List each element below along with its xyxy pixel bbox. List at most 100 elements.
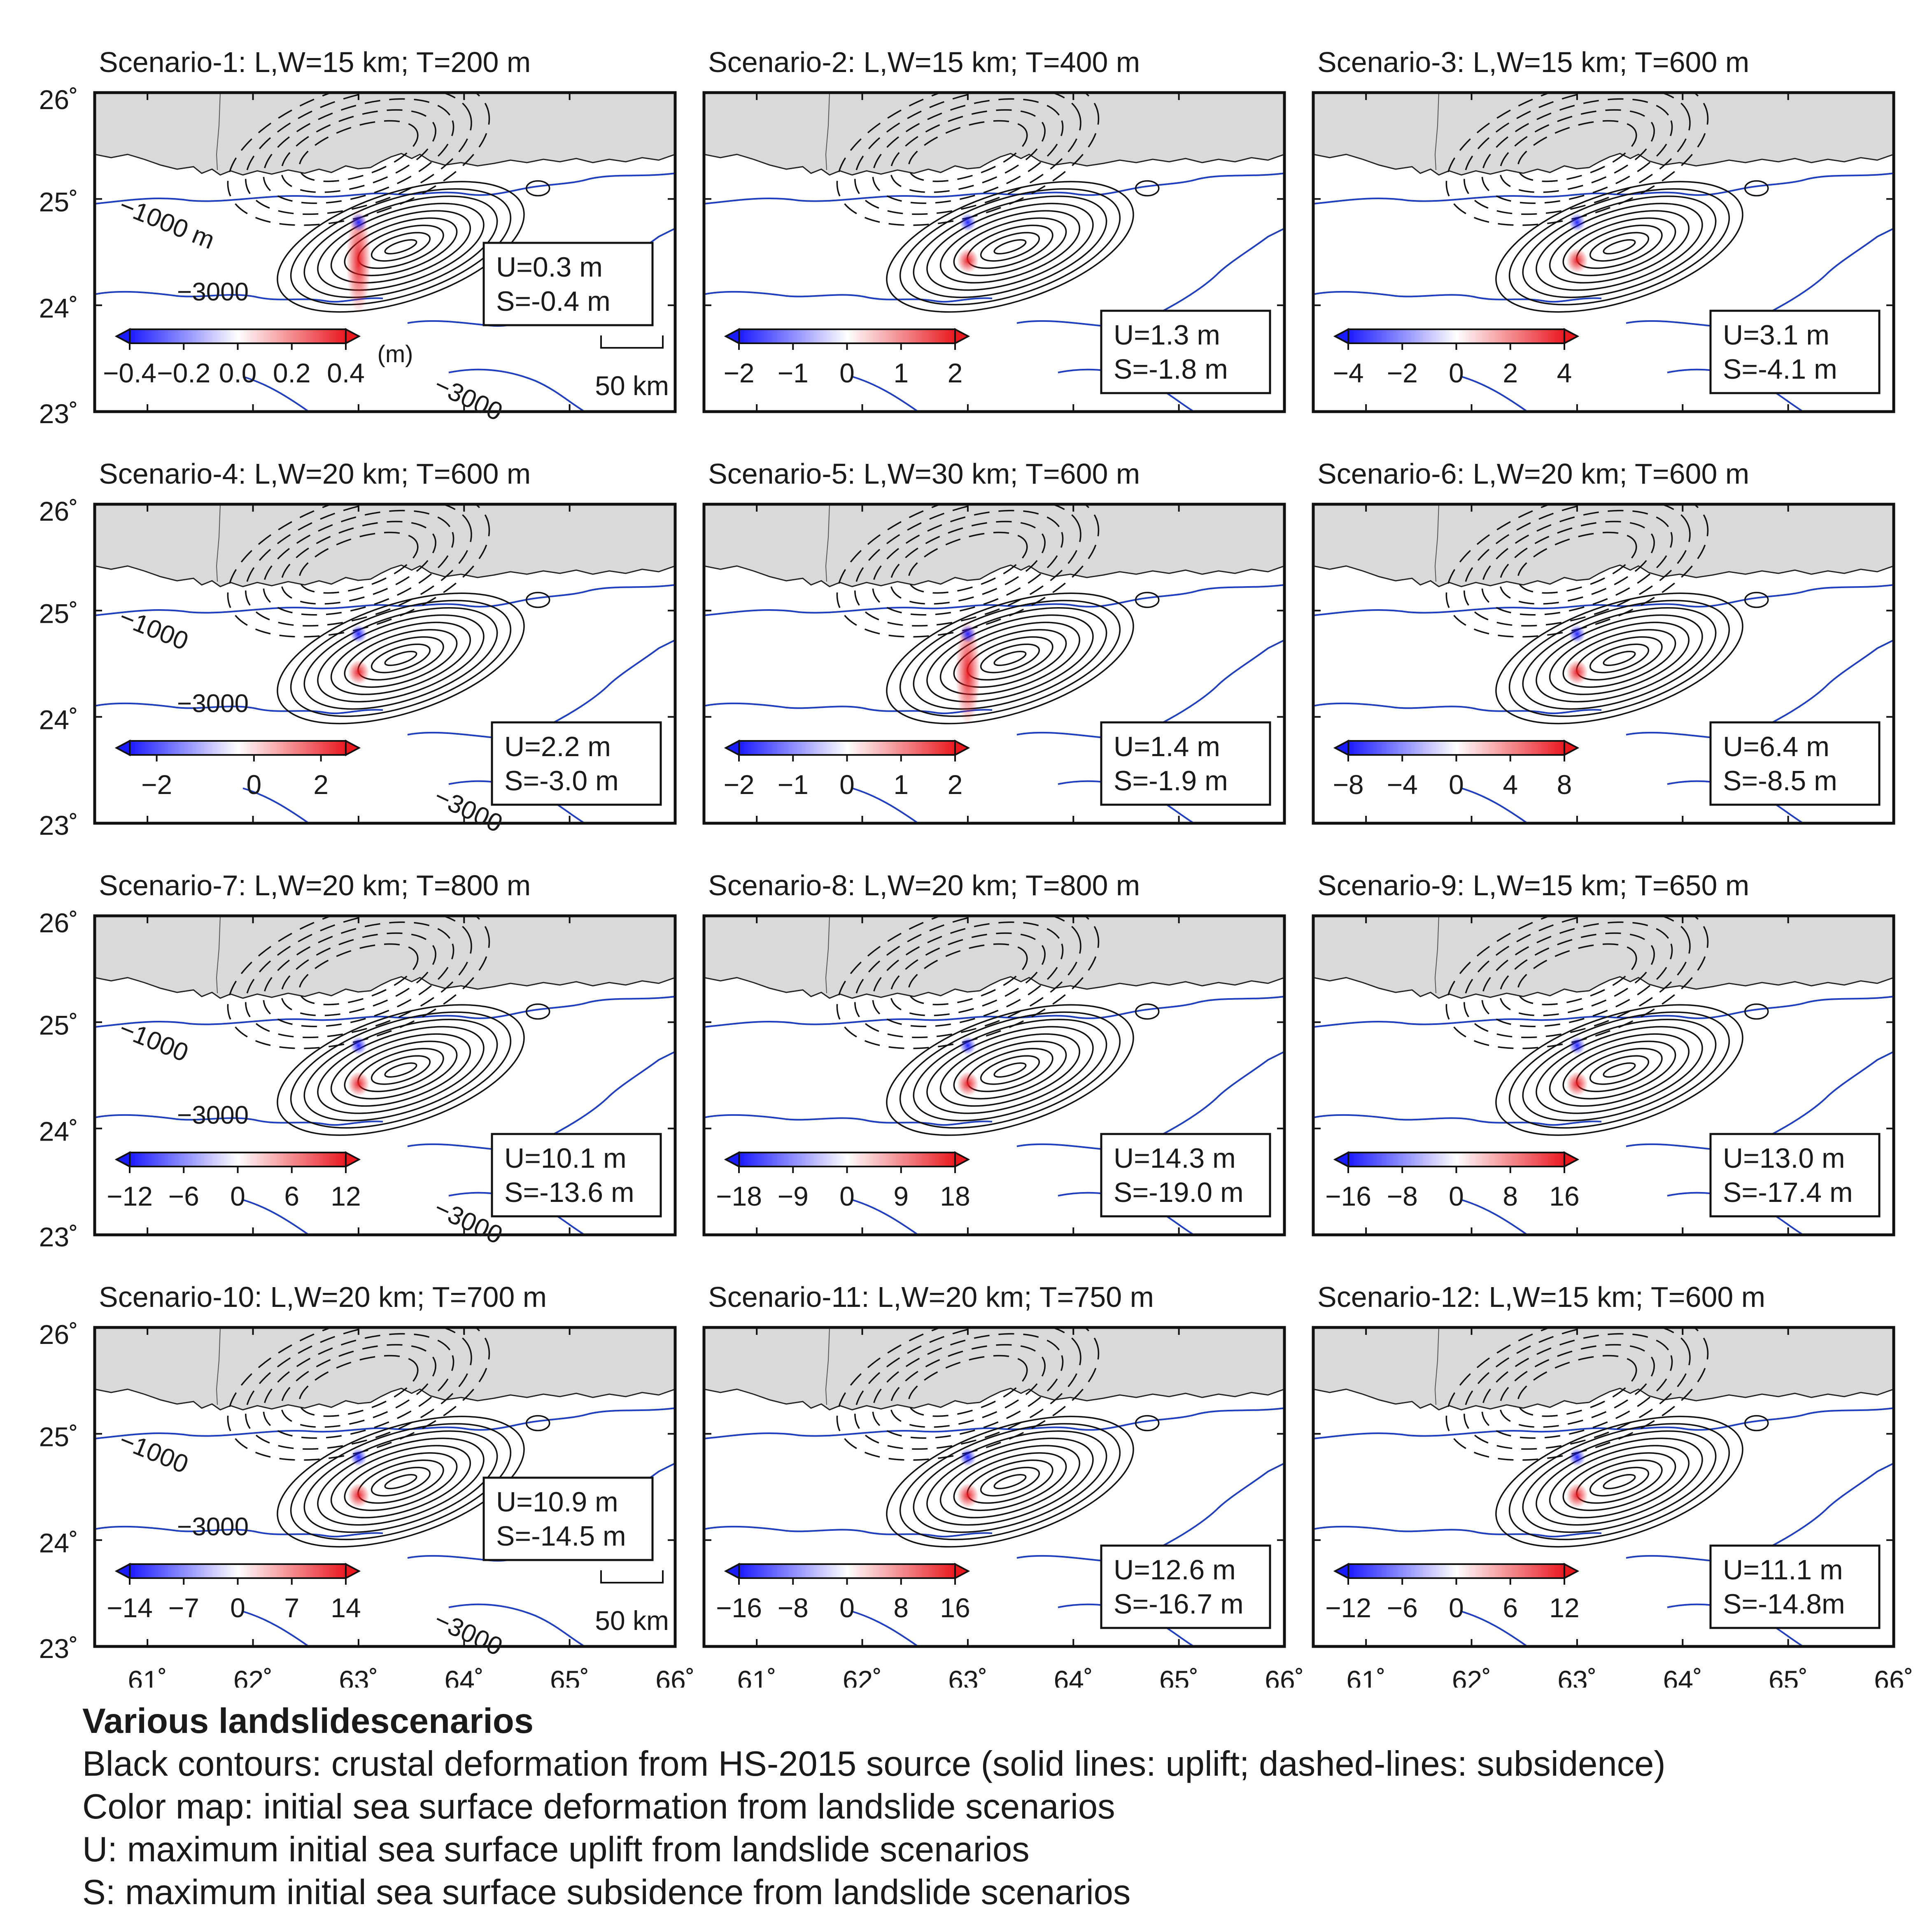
panel-title: Scenario-8: L,W=20 km; T=800 m [708,869,1140,901]
landslide-uplift-patch [347,660,369,685]
border-line [825,916,830,994]
border-line [825,504,830,582]
uplift-contour [953,1041,1067,1100]
panel-frame [702,91,1286,413]
uplift-contour [953,217,1067,277]
subsidence-contour [1445,504,1709,638]
colorbar-tick-label: 18 [940,1181,970,1211]
uplift-subsidence-box [1709,1544,1881,1629]
colorbar-min-arrow [114,328,131,345]
subsidence-contour [854,504,1081,627]
uplift-contour [926,614,1094,703]
colorbar-tick-label: 0 [1449,1593,1464,1623]
uplift-contour [371,1467,431,1497]
colorbar-tick-label: 1 [893,358,909,388]
subsidence-contour [1464,1327,1691,1450]
colorbar-tick-label: 6 [1503,1593,1518,1623]
border-line [825,1327,830,1405]
panel-scenario-9: Scenario-9: L,W=15 km; T=650 m −16 −8 0 8 16 U… [1312,869,1895,1236]
max-subsidence-value: S=-16.7 m [1114,1588,1244,1620]
uplift-contour [344,1452,458,1511]
lat-tick-label: 24˚ [39,293,78,324]
land-mass [95,1327,675,1411]
uplift-contour [913,195,1107,298]
landslide-subsidence-patch [350,625,367,643]
lat-tick-label: 25˚ [39,1010,78,1040]
colorbar-tick-label: 0 [230,1181,245,1211]
panel-title: Scenario-7: L,W=20 km; T=800 m [99,869,531,901]
scale-bar [600,335,664,349]
panel-scenario-2: Scenario-2: L,W=15 km; T=400 m −2 −1 0 1 2 U=1… [702,46,1286,413]
max-subsidence-value: S=-13.6 m [504,1177,634,1208]
colorbar-tick-label: 8 [1503,1181,1518,1211]
colorbar-tick-label: 0 [230,1593,245,1623]
lat-tick-label: 25˚ [39,186,78,217]
colorbar-tick-label: 0 [839,769,855,800]
max-uplift-value: U=10.1 m [504,1143,627,1174]
border-line [1434,916,1439,994]
uplift-subsidence-box [491,1133,662,1218]
lon-tick-label: 64˚ [445,1665,484,1688]
lat-tick-label: 23˚ [39,1633,78,1664]
border-line [216,93,221,170]
lat-tick-label: 23˚ [39,398,78,429]
subsidence-contour [227,1327,490,1461]
landslide-uplift-patch [1566,1071,1588,1097]
colorbar [1347,1152,1565,1167]
lon-tick-label: 62˚ [233,1665,273,1688]
subsidence-contour [890,109,1046,193]
panel-title: Scenario-5: L,W=30 km; T=600 m [708,458,1140,490]
colorbar-max-arrow [954,1562,970,1580]
lon-tick-label: 62˚ [843,1665,882,1688]
uplift-contour [290,188,512,305]
subsidence-contour [280,109,436,193]
colorbar-max-arrow [1564,328,1580,345]
subsidence-contour [1517,531,1637,594]
uplift-contour [290,1423,512,1540]
panel-scenario-4: Scenario-4: L,W=20 km; T=600 m 26˚ 25˚ 24˚ 2… [39,458,677,841]
panel-frame [1312,503,1895,825]
colorbar-min-arrow [1333,1151,1349,1168]
uplift-contour [1508,188,1730,305]
landslide-subsidence-patch [1568,1036,1585,1055]
bathymetry-contour-1000 [704,172,1284,205]
uplift-contour [1135,1003,1160,1020]
subsidence-contour [227,93,490,226]
map-area [95,504,675,823]
panel-title: Scenario-12: L,W=15 km; T=600 m [1317,1281,1765,1313]
colorbar-tick-label: 1 [893,769,909,800]
uplift-contour [1562,1452,1676,1511]
depth-label-3000: −3000 [177,1513,249,1541]
bathymetry-contour-1000 [1313,584,1894,616]
max-subsidence-value: S=-1.9 m [1114,765,1228,796]
colorbar-tick-label: −2 [1387,358,1418,388]
bathymetry-contour-1000 [1313,996,1894,1028]
panel-title: Scenario-9: L,W=15 km; T=650 m [1317,869,1749,901]
bathymetry-contour-1000 [1313,172,1894,205]
uplift-contour [371,232,431,262]
uplift-contour [1589,232,1650,262]
uplift-contour [1549,1445,1690,1518]
subsidence-contour [227,504,490,638]
uplift-contour [317,1437,485,1526]
lon-tick-label: 63˚ [339,1665,378,1688]
panel-frame [93,914,677,1236]
uplift-contour [939,1445,1081,1518]
landslide-subsidence-patch [959,625,976,643]
landslide-subsidence-patch [959,1036,976,1055]
uplift-contour [344,1041,458,1100]
landslide-uplift-patch [957,248,979,273]
subsidence-contour [1499,109,1655,193]
landslide-subsidence-patch [1568,1448,1585,1467]
uplift-contour [1536,1437,1703,1526]
panel-frame [93,91,677,413]
uplift-contour [384,651,417,666]
uplift-contour [330,1033,471,1107]
colorbar-tick-label: 0 [839,1181,855,1211]
max-uplift-value: U=6.4 m [1723,731,1829,762]
colorbar [1347,1563,1565,1579]
uplift-contour [980,1467,1040,1497]
scale-bar-label: 50 km [595,370,669,401]
caption-line-contours: Black contours: crustal deformation from… [82,1744,1666,1784]
colorbar-tick-label: −4 [1333,358,1363,388]
